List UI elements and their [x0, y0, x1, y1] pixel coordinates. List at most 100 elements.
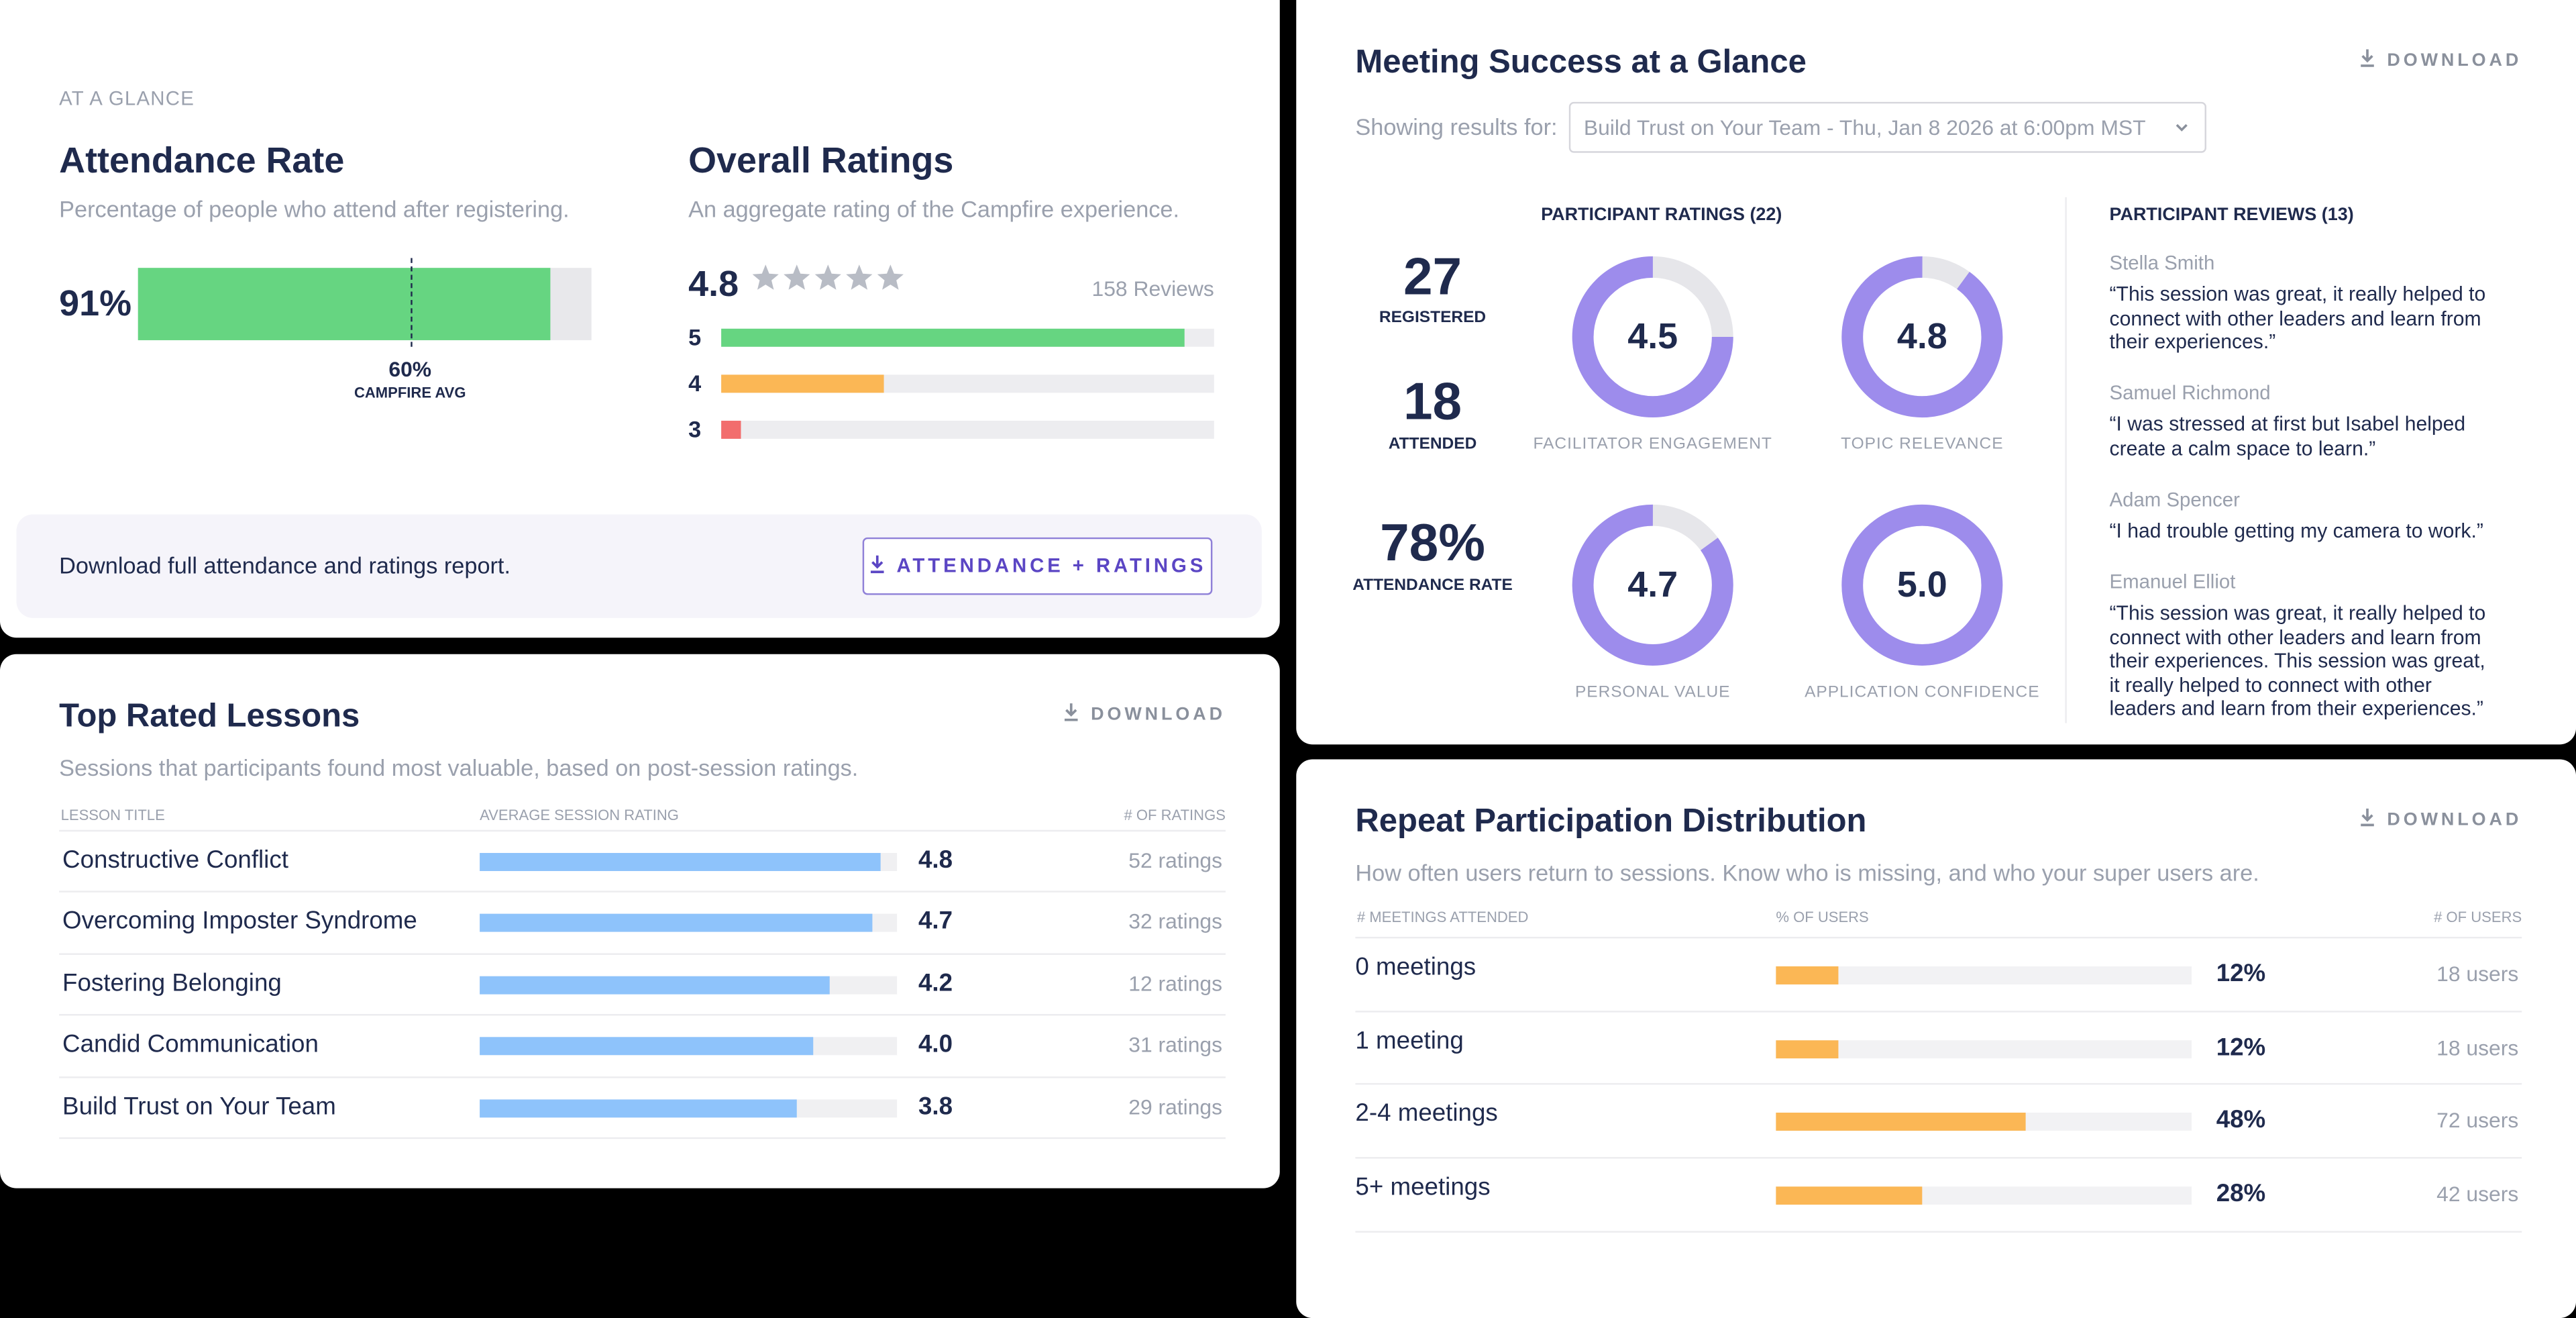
donut-label: PERSONAL VALUE: [1574, 683, 1731, 702]
donut-arc: [1841, 256, 2003, 418]
rating-value: 4.0: [918, 1030, 953, 1059]
donut: [1840, 255, 2004, 419]
bar: [480, 976, 830, 995]
review-quote: “I had trouble getting my camera to work…: [2109, 519, 2483, 543]
donut-label: TOPIC RELEVANCE: [1841, 435, 2004, 454]
section-label: AT A GLANCE: [59, 87, 195, 111]
rating-count: 29 ratings: [1128, 1094, 1223, 1119]
row-label: 1 meeting: [1355, 1026, 1464, 1055]
bar: [1776, 966, 1839, 984]
download-button[interactable]: DOWNLOAD: [1063, 702, 1226, 725]
row-divider: [1355, 936, 2522, 939]
rating-value: 4.7: [918, 907, 953, 936]
stat-label: REGISTERED: [1379, 309, 1487, 327]
reviewer-name: Adam Spencer: [2109, 488, 2240, 511]
download-text: Download full attendance and ratings rep…: [59, 552, 511, 579]
lesson-title: Overcoming Imposter Syndrome: [62, 907, 417, 936]
donut: [1840, 503, 2004, 667]
rating-count: 31 ratings: [1128, 1032, 1223, 1058]
subtitle: How often users return to sessions. Know…: [1355, 859, 2259, 886]
donut-arc: [1572, 504, 1733, 666]
star-level: 5: [688, 323, 702, 350]
bar: [480, 1037, 814, 1056]
stars: [752, 263, 909, 306]
row-divider: [59, 891, 1226, 893]
bar: [1776, 1040, 1839, 1058]
filter-value: Build Trust on Your Team - Thu, Jan 8 20…: [1583, 115, 2146, 140]
at-a-glance-panel: AT A GLANCE Attendance Rate Percentage of …: [0, 0, 1280, 638]
donut-arc: [1572, 256, 1733, 418]
row-divider: [1355, 1010, 2522, 1012]
row-divider: [1355, 1157, 2522, 1159]
bar-track: [1776, 966, 2192, 984]
donut: [1570, 503, 1735, 667]
bar: [138, 268, 551, 340]
review-quote: “I was stressed at first but Isabel help…: [2109, 412, 2466, 460]
rating-count: 12 ratings: [1128, 970, 1223, 996]
user-count: 72 users: [2436, 1108, 2519, 1133]
column-header: AVERAGE SESSION RATING: [480, 807, 679, 823]
download-label: DOWNLOAD: [2387, 810, 2522, 830]
lesson-title: Candid Communication: [62, 1030, 319, 1059]
download-button[interactable]: DOWNLOAD: [2359, 807, 2522, 830]
section-heading: PARTICIPANT REVIEWS (13): [2109, 205, 2354, 225]
donut-value: 5.0: [1896, 564, 1947, 605]
download-button[interactable]: DOWNLOAD: [2359, 48, 2522, 70]
lesson-title: Constructive Conflict: [62, 846, 288, 874]
score: 4.8: [688, 262, 739, 305]
divider: [2065, 197, 2067, 723]
stat-value: 18: [1403, 371, 1462, 431]
download-label: DOWNLOAD: [1091, 705, 1226, 725]
share-value: 12%: [2216, 1033, 2266, 1062]
stat-value: 27: [1403, 246, 1462, 306]
reviewer-name: Stella Smith: [2109, 251, 2215, 274]
download-label: DOWNLOAD: [2387, 50, 2522, 71]
stat-label: ATTENDED: [1388, 435, 1477, 454]
average-label: 60%: [388, 356, 432, 382]
row-label: 0 meetings: [1355, 953, 1477, 982]
star-level: 3: [688, 415, 702, 442]
top-lessons-panel: Top Rated Lessons DOWNLOAD Sessions that p…: [0, 654, 1280, 1188]
user-count: 18 users: [2436, 961, 2519, 986]
report-button[interactable]: ATTENDANCE + RATINGS: [862, 537, 1213, 595]
title: Attendance Rate: [59, 140, 345, 181]
section-heading: PARTICIPANT RATINGS (22): [1541, 205, 1782, 225]
average-marker: [410, 258, 412, 347]
column-header: # OF USERS: [2434, 909, 2522, 925]
rating-count: 52 ratings: [1128, 848, 1223, 873]
row-divider: [59, 1137, 1226, 1139]
user-count: 18 users: [2436, 1035, 2519, 1060]
bar: [480, 853, 881, 871]
reviewer-name: Samuel Richmond: [2109, 381, 2271, 405]
column-header: % OF USERS: [1776, 909, 1869, 925]
bar-track: [721, 420, 1214, 439]
row-label: 5+ meetings: [1355, 1173, 1491, 1202]
donut-value: 4.8: [1896, 315, 1947, 357]
column-header: # OF RATINGS: [1124, 807, 1226, 823]
donut-value: 4.7: [1627, 564, 1678, 605]
bar: [1776, 1113, 2026, 1131]
share-value: 48%: [2216, 1107, 2266, 1135]
donut-chart: [1572, 256, 1733, 418]
donut-label: APPLICATION CONFIDENCE: [1805, 683, 2040, 702]
bar: [721, 420, 741, 439]
filter-label: Showing results for:: [1355, 113, 1558, 140]
repeat-participation-panel: Repeat Participation Distribution DOWNLOA…: [1296, 759, 2576, 1318]
share-value: 12%: [2216, 960, 2266, 988]
filter-dropdown[interactable]: Build Trust on Your Team - Thu, Jan 8 20…: [1568, 101, 2207, 153]
donut-label: FACILITATOR ENGAGEMENT: [1533, 435, 1772, 454]
star-level: 4: [688, 370, 702, 397]
user-count: 42 users: [2436, 1182, 2519, 1207]
review-quote: “This session was great, it really helpe…: [2109, 601, 2486, 720]
bar: [480, 914, 872, 933]
column-header: # MEETINGS ATTENDED: [1356, 909, 1529, 925]
attendance-value: 91%: [59, 283, 132, 324]
row-divider: [59, 952, 1226, 955]
title: Top Rated Lessons: [59, 698, 360, 735]
rating-count: 32 ratings: [1128, 909, 1223, 934]
bar-track: [1776, 1040, 2192, 1058]
lesson-title: Build Trust on Your Team: [62, 1092, 336, 1121]
rating-value: 4.2: [918, 969, 953, 998]
review-quote: “This session was great, it really helpe…: [2109, 283, 2486, 354]
bar: [480, 1099, 797, 1117]
